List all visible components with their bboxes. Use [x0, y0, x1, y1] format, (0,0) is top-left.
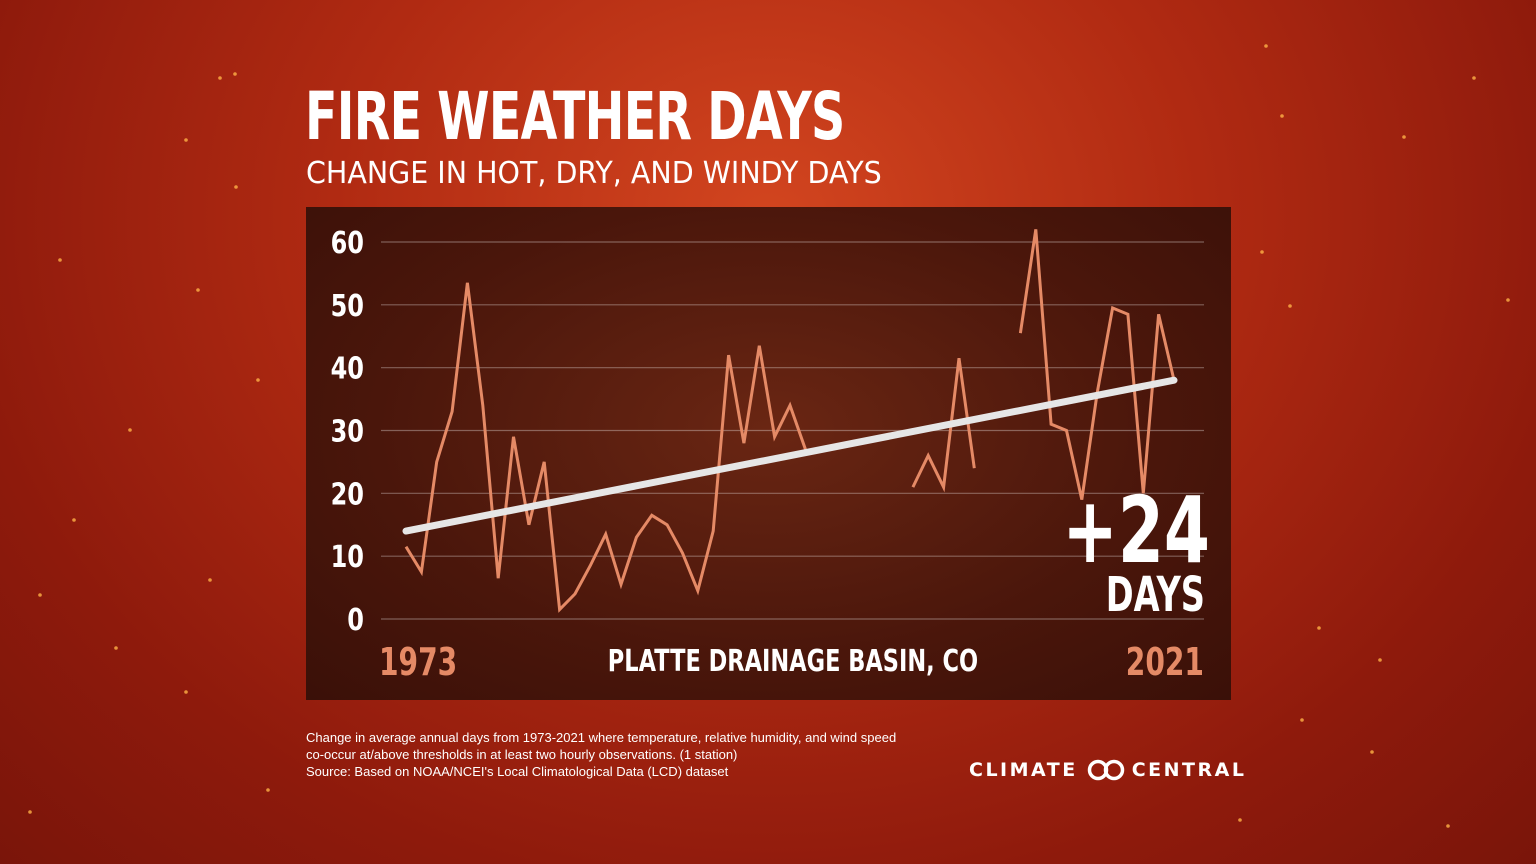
series-segment [911, 357, 976, 493]
ember-dot [1446, 824, 1450, 828]
page-title: FIRE WEATHER DAYS [305, 78, 845, 155]
ember-dot [256, 378, 260, 382]
series-segment [404, 282, 807, 613]
footnote-line: Change in average annual days from 1973-… [306, 730, 897, 745]
ember-dot [208, 578, 212, 582]
ember-dot [218, 76, 222, 80]
ember-dot [128, 428, 132, 432]
ember-dot [1288, 304, 1292, 308]
y-tick-label: 20 [331, 478, 364, 512]
ember-dot [184, 138, 188, 142]
chart-panel: 0 10 20 30 40 50 60 1973 PLATTE DRAINAGE BASIN… [306, 207, 1231, 700]
series-line [404, 229, 1176, 613]
ember-dot [114, 646, 118, 650]
ember-dot [1260, 250, 1264, 254]
fire-weather-chart: 0 10 20 30 40 50 60 1973 PLATTE DRAINAGE BASIN… [331, 226, 1210, 684]
y-tick-label: 40 [331, 352, 364, 386]
ember-dot [1472, 76, 1476, 80]
footnote-line: co-occur at/above thresholds in at least… [306, 747, 738, 762]
climate-central-rings-icon [1087, 759, 1124, 781]
y-tick-label: 60 [331, 226, 364, 260]
source-line: Source: Based on NOAA/NCEI's Local Clima… [306, 764, 729, 779]
ember-dot [1280, 114, 1284, 118]
climate-central-logo: CLIMATE CENTRAL [969, 756, 1246, 784]
footnote: Change in average annual days from 1973-… [306, 729, 966, 780]
ember-dot [1317, 626, 1321, 630]
ember-dot [72, 518, 76, 522]
ember-dot [58, 258, 62, 262]
x-end-label: 2021 [1126, 640, 1204, 684]
y-tick-label: 50 [331, 289, 364, 323]
ember-dot [234, 185, 238, 189]
ember-dot [1506, 298, 1510, 302]
ember-dot [28, 810, 32, 814]
trend-line [402, 376, 1178, 535]
ember-dot [1300, 718, 1304, 722]
ember-dot [1378, 658, 1382, 662]
ember-dot [266, 788, 270, 792]
y-tick-label: 30 [331, 415, 364, 449]
change-value: +24 [1062, 477, 1210, 584]
y-axis-ticks: 0 10 20 30 40 50 60 [331, 226, 364, 637]
change-unit: DAYS [1106, 567, 1205, 623]
logo-text-right: CENTRAL [1131, 759, 1247, 781]
ember-dot [184, 690, 188, 694]
ember-dot [1238, 818, 1242, 822]
ember-dot [1402, 135, 1406, 139]
y-tick-label: 10 [331, 541, 364, 575]
y-tick-label: 0 [347, 603, 364, 637]
logo-text-left: CLIMATE [969, 759, 1078, 781]
ember-dot [233, 72, 237, 76]
x-start-label: 1973 [379, 640, 457, 684]
ember-dot [196, 288, 200, 292]
page-subtitle: CHANGE IN HOT, DRY, AND WINDY DAYS [306, 156, 882, 191]
location-label: PLATTE DRAINAGE BASIN, CO [608, 644, 978, 679]
ember-dot [38, 593, 42, 597]
ember-dot [1370, 750, 1374, 754]
series-segment [1018, 229, 1176, 500]
ember-dot [1264, 44, 1268, 48]
